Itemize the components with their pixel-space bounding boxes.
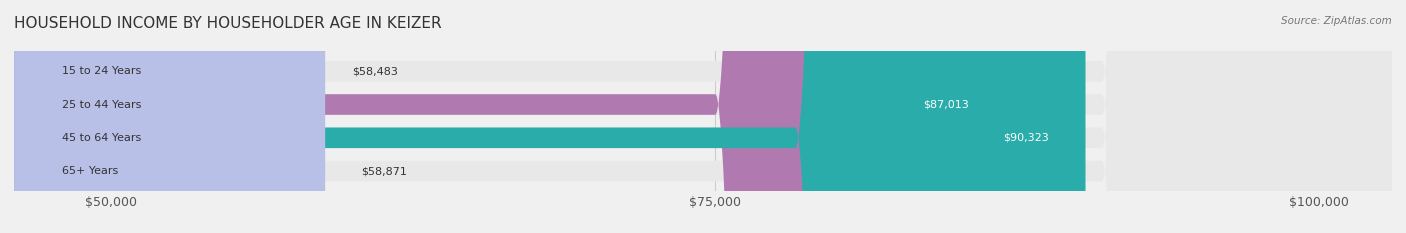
FancyBboxPatch shape <box>14 0 325 233</box>
FancyBboxPatch shape <box>14 0 1392 233</box>
Text: 45 to 64 Years: 45 to 64 Years <box>62 133 142 143</box>
Text: 15 to 24 Years: 15 to 24 Years <box>62 66 142 76</box>
Text: $90,323: $90,323 <box>1004 133 1049 143</box>
Text: $58,483: $58,483 <box>352 66 398 76</box>
FancyBboxPatch shape <box>14 0 1085 233</box>
Text: 25 to 44 Years: 25 to 44 Years <box>62 99 142 110</box>
FancyBboxPatch shape <box>14 0 1005 233</box>
Text: 65+ Years: 65+ Years <box>62 166 118 176</box>
Text: Source: ZipAtlas.com: Source: ZipAtlas.com <box>1281 16 1392 26</box>
FancyBboxPatch shape <box>14 0 316 233</box>
FancyBboxPatch shape <box>14 0 1392 233</box>
Text: $58,871: $58,871 <box>361 166 408 176</box>
FancyBboxPatch shape <box>14 0 1392 233</box>
Text: HOUSEHOLD INCOME BY HOUSEHOLDER AGE IN KEIZER: HOUSEHOLD INCOME BY HOUSEHOLDER AGE IN K… <box>14 16 441 31</box>
FancyBboxPatch shape <box>14 0 1392 233</box>
Text: $87,013: $87,013 <box>924 99 969 110</box>
